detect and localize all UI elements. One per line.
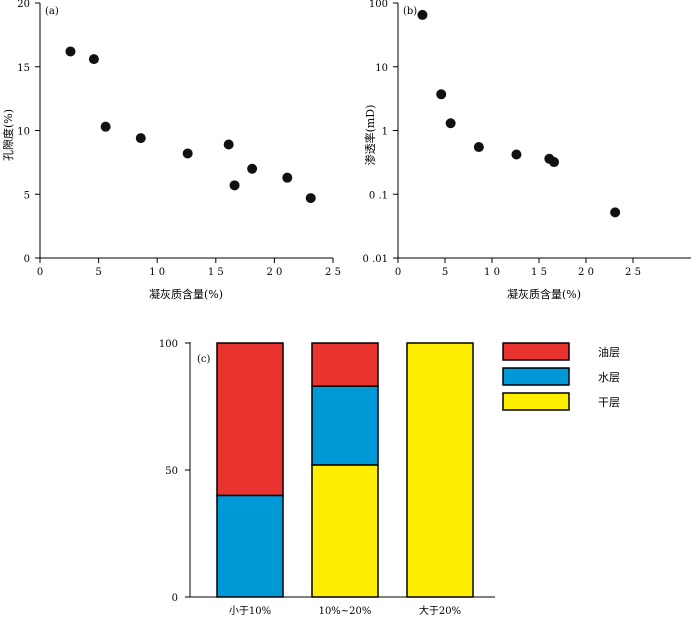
y-tick-label: 0 — [172, 593, 178, 604]
data-point — [417, 9, 428, 20]
y-tick-label: 20 — [17, 0, 30, 10]
x-tick-label: 0 — [37, 267, 43, 278]
data-point — [436, 89, 447, 100]
data-point — [100, 121, 111, 132]
data-point — [135, 133, 146, 144]
data-point — [549, 157, 560, 168]
x-tick-label: 5 — [95, 267, 101, 278]
data-point — [473, 142, 484, 153]
panel-label-a: (a) — [45, 6, 59, 17]
data-point — [65, 46, 76, 57]
bar-segment — [216, 494, 284, 598]
panel-label-b: (b) — [403, 6, 417, 17]
category-label: 10%~20% — [319, 606, 372, 617]
data-point — [305, 193, 316, 204]
data-point — [88, 54, 99, 65]
legend-label: 水层 — [598, 371, 620, 384]
y-tick-label: 100 — [159, 339, 178, 350]
x-tick-label: 2 5 — [625, 267, 641, 278]
x-tick-label: 2 0 — [578, 267, 594, 278]
x-tick-label: 0 — [395, 267, 401, 278]
data-point — [229, 180, 240, 191]
legend-label: 油层 — [598, 345, 620, 359]
data-point — [282, 172, 293, 183]
legend-label: 干层 — [598, 396, 620, 409]
x-tick-label: 5 — [442, 267, 448, 278]
legend-swatch — [502, 367, 570, 386]
data-point — [223, 139, 234, 150]
y-tick-label: 15 — [17, 63, 30, 74]
x-axis-label: 凝灰质含量(%) — [149, 287, 223, 301]
y-tick-label: 0 .1 — [369, 190, 388, 201]
y-tick-label: 0 .01 — [363, 254, 388, 265]
y-tick-label: 100 — [369, 0, 388, 10]
y-tick-label: 1 — [382, 127, 388, 138]
y-tick-label: 10 — [17, 127, 30, 138]
bar-segment — [311, 464, 379, 598]
x-tick-label: 1 0 — [149, 267, 165, 278]
bar-segment — [311, 385, 379, 466]
x-tick-label: 1 5 — [531, 267, 547, 278]
y-tick-label: 50 — [165, 466, 178, 477]
bar-segment — [216, 342, 284, 497]
legend-swatch — [502, 392, 570, 411]
panel-label-c: (c) — [197, 354, 211, 365]
data-point — [182, 148, 193, 159]
y-axis-label: 渗透率(mD) — [363, 105, 377, 166]
x-tick-label: 2 5 — [325, 267, 341, 278]
y-tick-label: 0 — [24, 254, 30, 265]
x-tick-label: 2 0 — [266, 267, 282, 278]
x-tick-label: 1 5 — [208, 267, 224, 278]
data-point — [511, 149, 522, 160]
data-point — [610, 207, 621, 218]
x-tick-label: 1 0 — [484, 267, 500, 278]
data-point — [445, 118, 456, 129]
data-point — [247, 163, 258, 174]
legend-swatch — [502, 342, 570, 361]
x-axis-label: 凝灰质含量(%) — [507, 287, 581, 301]
bar-segment — [406, 342, 474, 598]
bar-segment — [311, 342, 379, 387]
category-label: 大于20% — [419, 604, 461, 617]
y-tick-label: 10 — [375, 63, 388, 74]
y-axis-label: 孔隙度(%) — [1, 109, 15, 161]
category-label: 小于10% — [229, 605, 271, 617]
y-tick-label: 5 — [24, 190, 30, 201]
